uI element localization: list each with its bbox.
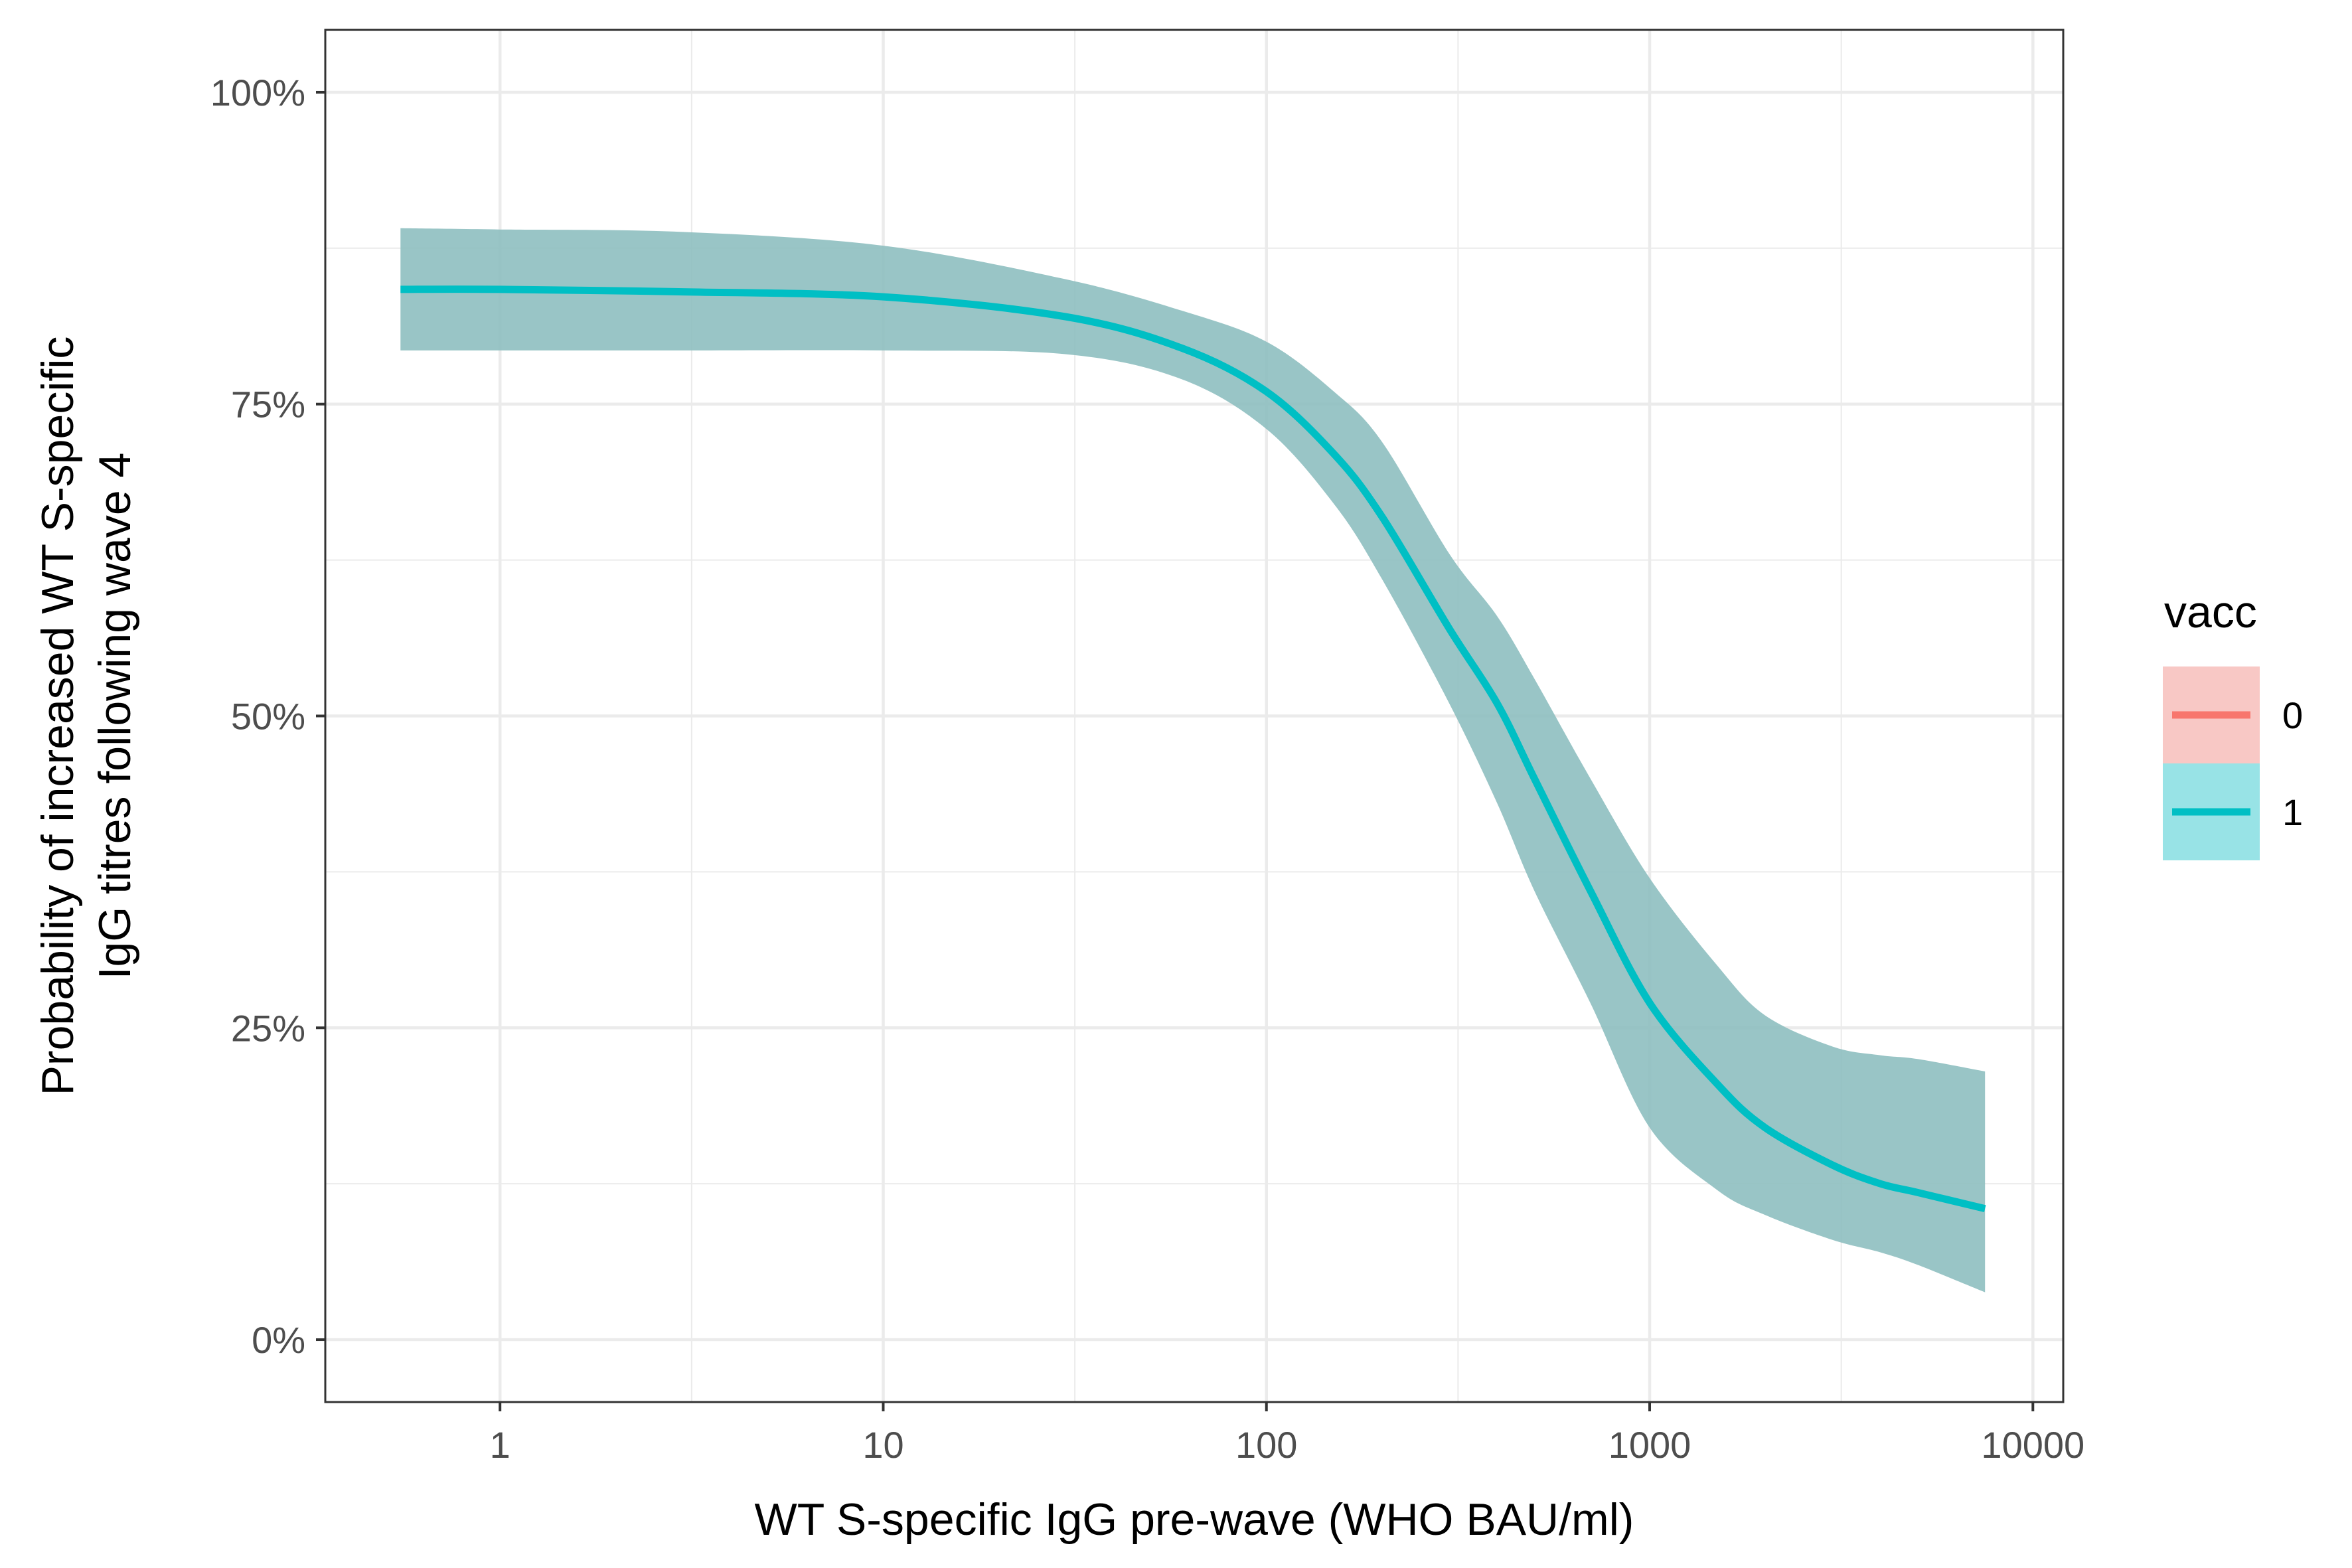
minor-gridlines [325, 30, 2063, 1402]
major-gridlines [325, 30, 2063, 1402]
confidence-ribbon-vacc-1 [400, 228, 1986, 1293]
y-axis-title: Probability of increased WT S-specific I… [33, 337, 140, 1096]
x-tick-label: 10 [862, 1424, 903, 1466]
legend-items: 01 [2163, 666, 2303, 860]
legend-label-0: 0 [2282, 694, 2303, 736]
y-tick-label: 75% [231, 384, 305, 426]
legend-title: vacc [2164, 587, 2257, 637]
x-tick-label: 1 [490, 1424, 510, 1466]
x-tick-label: 100 [1235, 1424, 1297, 1466]
x-tick-label: 10000 [1981, 1424, 2084, 1466]
legend: vacc 01 [2163, 587, 2303, 860]
series-line-vacc-1 [400, 285, 1986, 1213]
y-axis-title-line-1: Probability of increased WT S-specific [33, 337, 83, 1096]
y-axis-title-line-2: IgG titres following wave 4 [90, 453, 140, 980]
y-tick-label: 0% [252, 1319, 305, 1361]
x-axis: 1 10 100 1000 10000 [490, 1402, 2084, 1466]
y-axis: 0% 25% 50% 75% 100% [210, 72, 325, 1361]
plot-marks [400, 228, 1986, 1293]
y-tick-label: 25% [231, 1007, 305, 1049]
x-axis-title: WT S-specific IgG pre-wave (WHO BAU/ml) [755, 1494, 1634, 1545]
legend-label-1: 1 [2282, 791, 2303, 833]
x-tick-label: 1000 [1608, 1424, 1691, 1466]
y-tick-label: 100% [210, 72, 305, 114]
y-tick-label: 50% [231, 696, 305, 738]
